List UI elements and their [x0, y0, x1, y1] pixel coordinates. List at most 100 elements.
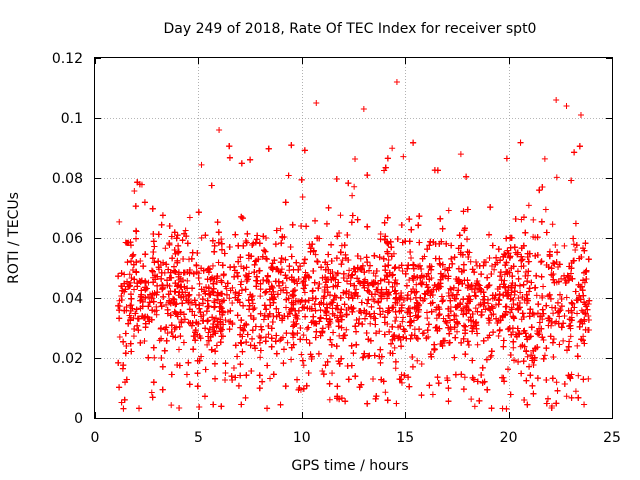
- data-point: [359, 354, 366, 361]
- data-point: [524, 353, 531, 360]
- data-point: [198, 234, 205, 241]
- data-point: [550, 310, 557, 317]
- data-point: [461, 374, 468, 381]
- data-point: [530, 216, 537, 223]
- data-point: [353, 316, 360, 323]
- data-point: [277, 225, 284, 232]
- data-point: [525, 202, 532, 209]
- data-point: [540, 283, 547, 290]
- data-point: [537, 259, 544, 266]
- data-point: [304, 325, 311, 332]
- data-point: [275, 309, 282, 316]
- data-point: [153, 303, 160, 310]
- data-point: [148, 389, 155, 396]
- data-point: [418, 361, 425, 368]
- data-point: [424, 315, 431, 322]
- data-point: [563, 294, 570, 301]
- data-point: [398, 371, 405, 378]
- data-point: [222, 370, 229, 377]
- data-point: [222, 317, 229, 324]
- data-point: [495, 333, 502, 340]
- data-point: [284, 339, 291, 346]
- data-point: [151, 308, 158, 315]
- data-point: [204, 341, 211, 348]
- data-point: [399, 267, 406, 274]
- data-point: [257, 354, 264, 361]
- data-point: [382, 389, 389, 396]
- data-point: [454, 328, 461, 335]
- data-point: [413, 281, 420, 288]
- data-point: [377, 230, 384, 237]
- data-point: [531, 311, 538, 318]
- data-point: [533, 292, 540, 299]
- data-point: [561, 242, 568, 249]
- data-point: [182, 227, 189, 234]
- data-point: [162, 245, 169, 252]
- data-point: [478, 312, 485, 319]
- data-point: [289, 292, 296, 299]
- data-point: [563, 393, 570, 400]
- data-point: [549, 272, 556, 279]
- data-point: [300, 332, 307, 339]
- data-point: [116, 218, 123, 225]
- data-point: [223, 285, 230, 292]
- data-point: [376, 328, 383, 335]
- data-point: [301, 289, 308, 296]
- data-point: [471, 403, 478, 410]
- data-point: [351, 183, 358, 190]
- data-point: [482, 306, 489, 313]
- data-point: [257, 293, 264, 300]
- data-point: [389, 145, 396, 152]
- data-point: [298, 351, 305, 358]
- data-point: [198, 161, 205, 168]
- data-point: [399, 318, 406, 325]
- data-point: [392, 365, 399, 372]
- data-point: [337, 212, 344, 219]
- data-point: [283, 304, 290, 311]
- data-point: [346, 267, 353, 274]
- data-point: [414, 357, 421, 364]
- data-point: [116, 333, 123, 340]
- data-point: [457, 151, 464, 158]
- data-point: [184, 277, 191, 284]
- data-point: [556, 313, 563, 320]
- data-point: [299, 193, 306, 200]
- data-point: [288, 356, 295, 363]
- data-point: [238, 278, 245, 285]
- data-point: [163, 301, 170, 308]
- data-point: [329, 370, 336, 377]
- data-point: [541, 352, 548, 359]
- data-point: [168, 402, 175, 409]
- data-point: [137, 257, 144, 264]
- data-point: [541, 155, 548, 162]
- data-point: [542, 206, 549, 213]
- data-point: [488, 352, 495, 359]
- data-point: [398, 379, 405, 386]
- data-point: [560, 337, 567, 344]
- data-point: [367, 320, 374, 327]
- data-point: [468, 396, 475, 403]
- data-point: [249, 300, 256, 307]
- data-point: [218, 236, 225, 243]
- data-point: [127, 279, 134, 286]
- data-point: [567, 333, 574, 340]
- data-point: [517, 289, 524, 296]
- data-point: [550, 336, 557, 343]
- data-point: [225, 318, 232, 325]
- data-point: [570, 241, 577, 248]
- data-point: [379, 308, 386, 315]
- data-point: [249, 292, 256, 299]
- data-point: [300, 362, 307, 369]
- data-point: [393, 314, 400, 321]
- data-point: [226, 295, 233, 302]
- data-point: [319, 368, 326, 375]
- data-point: [491, 266, 498, 273]
- data-point: [449, 292, 456, 299]
- data-point: [572, 388, 579, 395]
- data-point: [337, 312, 344, 319]
- data-point: [549, 221, 556, 228]
- data-point: [130, 333, 137, 340]
- data-point: [229, 299, 236, 306]
- data-point: [474, 341, 481, 348]
